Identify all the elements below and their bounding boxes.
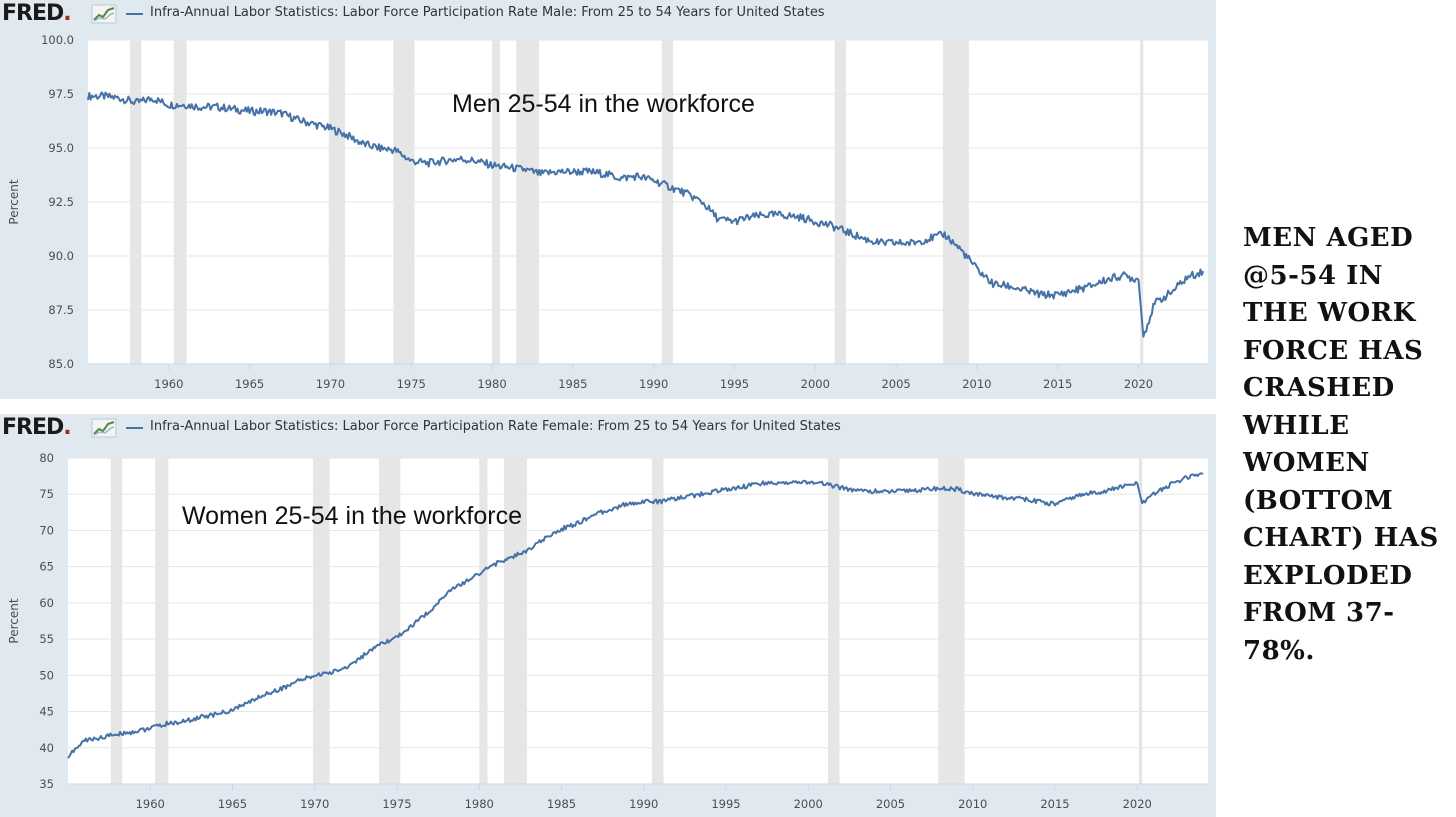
x-tick-label: 2000 (801, 377, 830, 391)
x-tick-label: 2020 (1124, 377, 1153, 391)
x-tick-label: 1995 (711, 797, 740, 811)
side-commentary: Men aged @5-54 in the work force has cra… (1243, 223, 1439, 666)
chart-annotation: Men 25-54 in the workforce (452, 90, 755, 118)
female-line-chart: 35 40 45 50 55 60 65 70 75 80 1960 1965 1970 1975 1980… (7, 451, 1208, 811)
fred-logo-text: FRED (2, 1, 64, 26)
recession-band (938, 458, 965, 784)
x-tick-label: 1990 (629, 797, 658, 811)
y-tick-label: 65 (39, 560, 54, 574)
x-tick-label: 1990 (639, 377, 668, 391)
x-tick-label: 2015 (1043, 377, 1072, 391)
x-tick-label: 1985 (547, 797, 576, 811)
series-line (67, 472, 1204, 759)
y-tick-label: 87.5 (48, 303, 74, 317)
x-tick-label: 2000 (794, 797, 823, 811)
recession-band (479, 458, 488, 784)
x-tick-label: 1980 (477, 377, 506, 391)
male-chart-panel: FRED. Infra-Annual Labor Statistics: Lab… (0, 0, 1216, 399)
fred-logo-dot: . (63, 1, 71, 26)
recession-band (1138, 458, 1143, 784)
y-tick-label: 40 (39, 741, 54, 755)
x-tick-label: 1965 (218, 797, 247, 811)
x-tick-label: 1960 (154, 377, 183, 391)
x-tick-label: 1965 (235, 377, 264, 391)
y-tick-label: 90.0 (48, 249, 74, 263)
fred-logo[interactable]: FRED. (2, 415, 72, 440)
series-legend-swatch (126, 13, 143, 15)
x-tick-label: 1995 (720, 377, 749, 391)
y-tick-label: 35 (39, 777, 54, 791)
y-tick-label: 60 (39, 596, 54, 610)
x-tick-label: 1970 (300, 797, 329, 811)
x-tick-label: 1980 (465, 797, 494, 811)
y-tick-label: 45 (39, 705, 54, 719)
x-tick-label: 2005 (881, 377, 910, 391)
fred-graph-icon (91, 418, 117, 438)
recession-band (651, 458, 664, 784)
recession-band (828, 458, 840, 784)
x-tick-label: 1975 (382, 797, 411, 811)
y-tick-label: 70 (39, 523, 54, 537)
y-tick-label: 75 (39, 487, 54, 501)
x-tick-label: 1970 (316, 377, 345, 391)
y-tick-label: 95.0 (48, 141, 74, 155)
x-tick-label: 2015 (1040, 797, 1069, 811)
chart-annotation: Women 25-54 in the workforce (182, 502, 522, 530)
female-chart-panel: FRED. Infra-Annual Labor Statistics: Lab… (0, 414, 1216, 817)
fred-logo-text: FRED (2, 415, 64, 440)
series-line (87, 91, 1205, 338)
series-title: Infra-Annual Labor Statistics: Labor For… (150, 5, 825, 20)
recession-band (378, 458, 401, 784)
recession-band (313, 458, 330, 784)
plot-area (68, 458, 1208, 784)
x-tick-label: 2020 (1123, 797, 1152, 811)
y-axis-label: Percent (7, 598, 21, 643)
x-tick-label: 2010 (958, 797, 987, 811)
x-tick-label: 2005 (876, 797, 905, 811)
x-tick-label: 1985 (558, 377, 587, 391)
fred-graph-icon (91, 4, 117, 24)
x-tick-label: 1960 (136, 797, 165, 811)
y-tick-label: 92.5 (48, 195, 74, 209)
series-legend-swatch (126, 427, 143, 429)
recession-band (155, 458, 169, 784)
y-tick-label: 50 (39, 668, 54, 682)
y-tick-label: 80 (39, 451, 54, 465)
recession-band (110, 458, 123, 784)
y-axis-label: Percent (7, 179, 21, 224)
x-tick-label: 2010 (962, 377, 991, 391)
y-tick-label: 85.0 (48, 357, 74, 371)
female-chart-header: FRED. Infra-Annual Labor Statistics: Lab… (0, 414, 1216, 442)
y-tick-label: 55 (39, 632, 54, 646)
recession-band (503, 458, 527, 784)
y-tick-label: 97.5 (48, 87, 74, 101)
x-tick-label: 1975 (397, 377, 426, 391)
fred-logo-dot: . (63, 415, 71, 440)
series-title: Infra-Annual Labor Statistics: Labor For… (150, 419, 841, 434)
male-line-chart: 85.0 87.5 90.0 92.5 95.0 97.5 100.0 1960 1965 197… (7, 33, 1208, 391)
y-tick-label: 100.0 (41, 33, 74, 47)
fred-logo[interactable]: FRED. (2, 1, 72, 26)
male-chart-header: FRED. Infra-Annual Labor Statistics: Lab… (0, 0, 1216, 28)
